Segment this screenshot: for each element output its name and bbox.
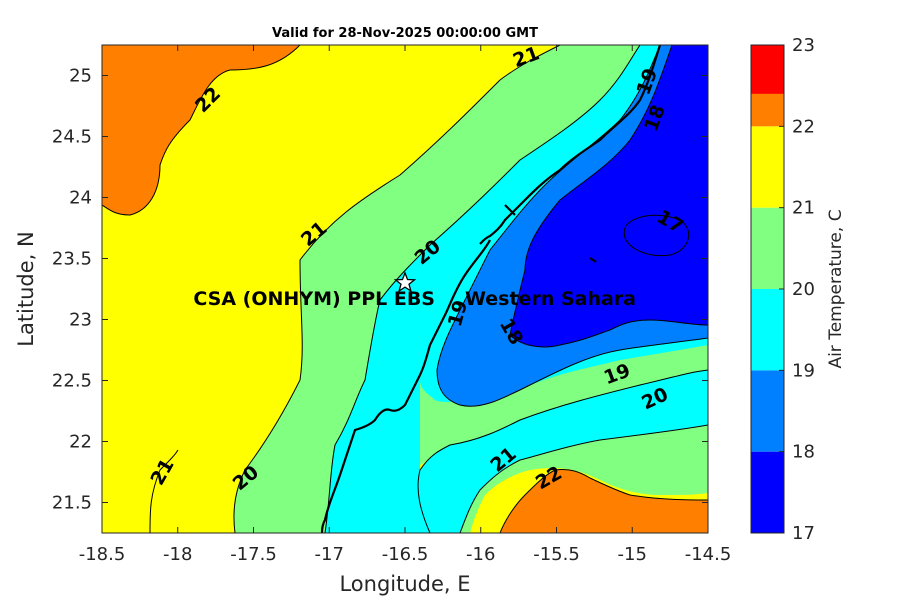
station-marker-icon [393, 271, 417, 293]
colorbar-swatch [751, 207, 784, 289]
x-tick-label: -14.5 [685, 544, 732, 565]
x-tick-label: -18 [163, 544, 192, 565]
colorbar-tick-label: 17 [792, 523, 815, 544]
chart-title: Valid for 28-Nov-2025 00:00:00 GMT [272, 26, 538, 41]
colorbar-swatch [751, 370, 784, 452]
y-tick-label: 25 [69, 66, 92, 87]
band-19-20-south [420, 370, 708, 533]
y-tick-label: 24.5 [52, 127, 92, 148]
x-tick-label: -15.5 [533, 544, 580, 565]
x-tick-label: -17 [315, 544, 344, 565]
contour-line-22-south [499, 469, 708, 533]
x-axis-label: Longitude, E [339, 572, 470, 596]
colorbar-tick-label: 20 [792, 279, 815, 300]
colorbar-tick-label: 19 [792, 360, 815, 381]
y-tick-label: 23 [69, 310, 92, 331]
y-tick-label: 22.5 [52, 371, 92, 392]
colorbar-swatch [751, 451, 784, 533]
coastline-islet [589, 257, 597, 263]
band-17-18 [510, 45, 708, 347]
band-22-23-nw [102, 45, 300, 215]
coastline [320, 45, 662, 533]
contour-line-20-south [417, 369, 708, 533]
colorbar-tick-label: 23 [792, 35, 815, 56]
colorbar-label: Air Temperature, C [826, 209, 846, 368]
colorbar-tick-label: 18 [792, 442, 815, 463]
contour-line-21 [233, 45, 561, 533]
x-tick-label: -15 [618, 544, 647, 565]
colorbar-swatch [751, 126, 784, 208]
x-axis-ticks: -18.5 -18 -17.5 -17 -16.5 -16 -15.5 -15 -14.5 [79, 45, 732, 565]
y-axis-label: Latitude, N [14, 231, 38, 347]
x-tick-label: -16 [466, 544, 495, 565]
y-tick-label: 23.5 [52, 249, 92, 270]
contour-lines [102, 45, 708, 533]
contour-line-22-nw [102, 45, 301, 216]
contour-line-21-sw [149, 449, 179, 533]
coastline-path [320, 45, 662, 533]
colorbar-tick-label: 22 [792, 116, 815, 137]
y-tick-label: 22 [69, 432, 92, 453]
x-tick-label: -17.5 [230, 544, 277, 565]
contour-line-17 [623, 214, 690, 257]
station-label: CSA (ONHYM) PPL EBS [193, 288, 435, 310]
region-label: Western Sahara [465, 288, 636, 310]
colorbar-tick-label: 21 [792, 198, 815, 219]
colorbar-swatch-top [751, 45, 784, 94]
band-21-22-sw [102, 450, 178, 533]
contour-line-21-south [459, 424, 708, 533]
x-tick-label: -16.5 [382, 544, 429, 565]
band-22-23-south [500, 469, 708, 533]
y-axis-ticks: 25 24.5 24 23.5 23 22.5 22 21.5 [52, 66, 708, 514]
contour-fill [102, 45, 708, 533]
y-tick-label: 21.5 [52, 493, 92, 514]
colorbar-swatch [751, 289, 784, 371]
contour-line-18 [509, 45, 708, 348]
x-tick-label: -18.5 [79, 544, 126, 565]
colorbar: 23 22 21 20 19 18 17 [750, 35, 815, 544]
contour-line-20 [324, 45, 641, 533]
y-tick-label: 24 [69, 188, 92, 209]
